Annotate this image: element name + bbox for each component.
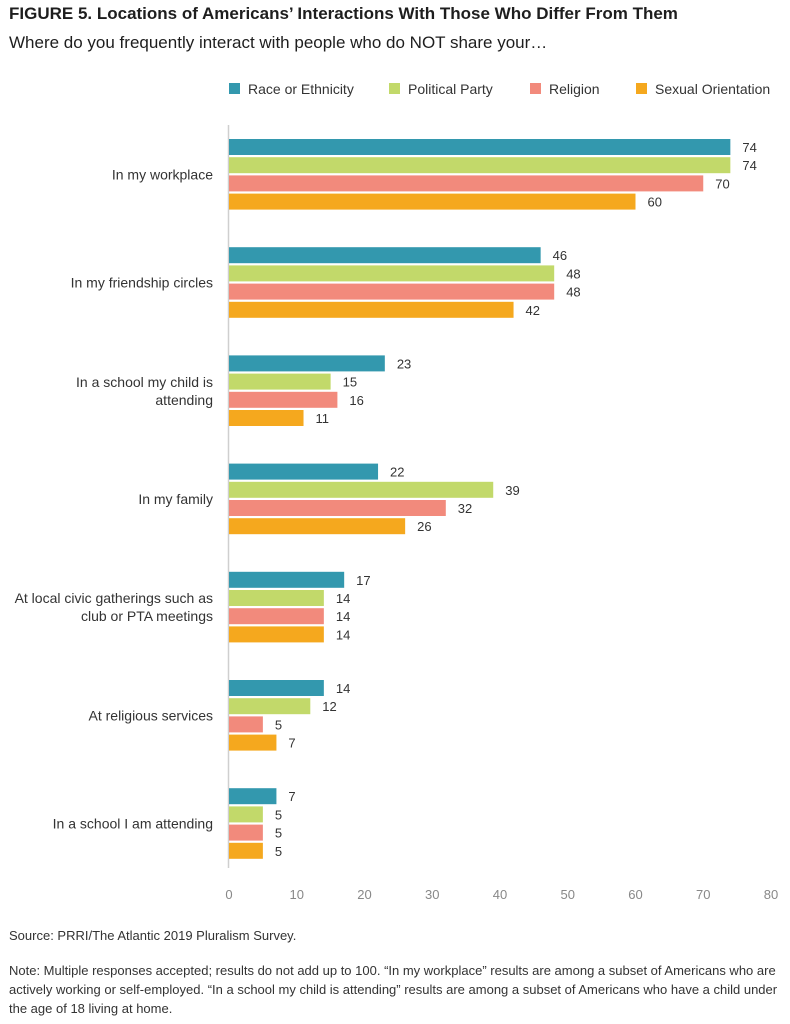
value-label-3-4: 11: [316, 411, 330, 426]
value-label-3-3: 16: [349, 393, 363, 408]
legend-swatch-4: [636, 83, 647, 94]
x-tick-label-3: 20: [357, 887, 371, 902]
bar-3-2: [229, 373, 331, 390]
value-label-4-3: 32: [458, 501, 472, 516]
value-label-2-2: 48: [566, 266, 580, 281]
value-label-7-3: 5: [275, 826, 282, 841]
category-label-3-line-1: In a school my child is: [76, 374, 213, 390]
value-label-6-2: 12: [322, 699, 336, 714]
x-tick-label-2: 10: [290, 887, 304, 902]
x-tick-label-1: 0: [225, 887, 232, 902]
category-label-3-line-2: attending: [155, 392, 213, 408]
category-label-2: In my friendship circles: [71, 275, 213, 291]
category-label-1: In my workplace: [112, 166, 213, 182]
source-text: Source: PRRI/The Atlantic 2019 Pluralism…: [9, 928, 297, 943]
value-label-5-4: 14: [336, 627, 350, 642]
chart-subtitle: Where do you frequently interact with pe…: [9, 33, 548, 52]
bar-1-4: [229, 193, 636, 210]
bar-4-1: [229, 463, 379, 480]
value-label-3-1: 23: [397, 356, 411, 371]
category-label-6: At religious services: [89, 707, 214, 723]
value-label-2-1: 46: [553, 248, 567, 263]
bar-6-1: [229, 680, 324, 696]
bar-5-3: [229, 608, 324, 625]
bar-1-1: [229, 139, 731, 155]
x-tick-label-4: 30: [425, 887, 439, 902]
bar-6-3: [229, 716, 263, 733]
value-label-6-3: 5: [275, 717, 282, 732]
value-label-6-4: 7: [288, 736, 295, 751]
bar-1-3: [229, 175, 704, 192]
value-label-5-3: 14: [336, 609, 350, 624]
bar-6-4: [229, 734, 277, 751]
value-label-4-2: 39: [505, 483, 519, 498]
x-tick-label-7: 60: [628, 887, 642, 902]
bar-3-4: [229, 410, 304, 426]
category-label-7: In a school I am attending: [53, 816, 213, 832]
value-label-1-3: 70: [715, 176, 729, 191]
bar-7-2: [229, 806, 263, 823]
bar-4-3: [229, 500, 446, 516]
legend-label-4: Sexual Orientation: [655, 81, 770, 97]
legend-label-2: Political Party: [408, 81, 493, 97]
x-tick-label-5: 40: [493, 887, 507, 902]
legend-swatch-2: [389, 83, 400, 94]
bar-4-2: [229, 481, 494, 498]
bar-2-1: [229, 247, 541, 264]
bar-4-4: [229, 518, 406, 535]
x-tick-label-6: 50: [561, 887, 575, 902]
bar-1-2: [229, 157, 731, 174]
bar-chart: Race or Ethnicity Political Party Religion…: [15, 81, 779, 902]
bar-5-1: [229, 571, 345, 588]
value-label-7-4: 5: [275, 844, 282, 859]
bar-7-1: [229, 788, 277, 805]
value-label-4-4: 26: [417, 519, 431, 534]
value-label-1-1: 74: [742, 140, 756, 155]
bar-6-2: [229, 698, 311, 715]
value-label-4-1: 22: [390, 465, 404, 480]
bar-7-4: [229, 842, 263, 859]
value-label-2-3: 48: [566, 285, 580, 300]
value-label-7-2: 5: [275, 807, 282, 822]
bar-3-1: [229, 355, 385, 372]
bar-2-4: [229, 301, 514, 318]
value-label-3-2: 15: [343, 375, 357, 390]
value-label-2-4: 42: [526, 303, 540, 318]
category-label-5-line-2: club or PTA meetings: [81, 608, 213, 624]
legend-swatch-1: [229, 83, 240, 94]
x-tick-label-9: 80: [764, 887, 778, 902]
note-text: Note: Multiple responses accepted; resul…: [9, 963, 778, 1016]
bar-5-4: [229, 626, 324, 643]
value-label-1-2: 74: [742, 158, 756, 173]
bar-5-2: [229, 590, 324, 606]
chart-title: FIGURE 5. Locations of Americans’ Intera…: [9, 4, 678, 23]
bar-7-3: [229, 824, 263, 841]
value-label-6-1: 14: [336, 681, 350, 696]
value-label-7-1: 7: [288, 789, 295, 804]
legend-label-3: Religion: [549, 81, 600, 97]
value-label-5-1: 17: [356, 573, 370, 588]
category-label-4: In my family: [138, 491, 213, 507]
value-label-5-2: 14: [336, 591, 350, 606]
value-label-1-4: 60: [648, 195, 662, 210]
bar-2-2: [229, 265, 555, 282]
x-tick-label-8: 70: [696, 887, 710, 902]
bar-3-3: [229, 391, 338, 408]
legend-swatch-3: [530, 83, 541, 94]
category-label-5-line-1: At local civic gatherings such as: [15, 590, 213, 606]
bar-2-3: [229, 283, 555, 300]
legend-label-1: Race or Ethnicity: [248, 81, 354, 97]
